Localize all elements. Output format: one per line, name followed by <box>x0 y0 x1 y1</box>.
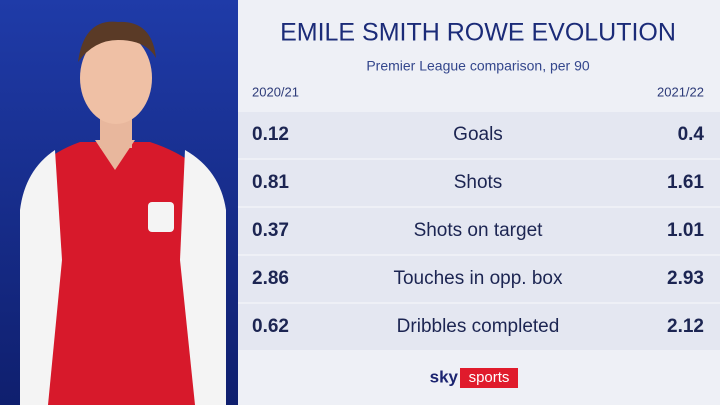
logo: sky sports <box>430 367 518 388</box>
stat-label: Shots <box>454 172 503 193</box>
logo-product: sports <box>469 369 510 386</box>
left-value: 0.81 <box>252 172 289 193</box>
stat-label: Goals <box>453 124 503 145</box>
column-header: 2020/21 <box>252 84 299 99</box>
player-photo <box>0 0 238 405</box>
row-bands <box>238 112 720 350</box>
subtitle: Premier League comparison, per 90 <box>366 58 590 74</box>
left-value: 0.12 <box>252 124 289 145</box>
stat-label: Dribbles completed <box>397 316 560 337</box>
right-value: 0.4 <box>678 124 705 145</box>
stat-label: Shots on target <box>414 220 544 241</box>
logo-box <box>460 368 518 388</box>
right-value: 1.01 <box>667 220 704 241</box>
title: EMILE SMITH ROWE EVOLUTION <box>280 19 676 47</box>
table-rows: 0.12 Goals 0.4 0.81 Shots 1.61 0.37 Shots on ta… <box>252 124 704 337</box>
column-header: 2021/22 <box>657 84 704 99</box>
left-value: 0.62 <box>252 316 289 337</box>
right-value: 2.93 <box>667 268 704 289</box>
stat-label: Touches in opp. box <box>393 268 563 289</box>
logo-brand: sky <box>430 367 459 386</box>
left-value: 0.37 <box>252 220 289 241</box>
right-value: 1.61 <box>667 172 704 193</box>
left-value: 2.86 <box>252 268 289 289</box>
right-value: 2.12 <box>667 316 704 337</box>
